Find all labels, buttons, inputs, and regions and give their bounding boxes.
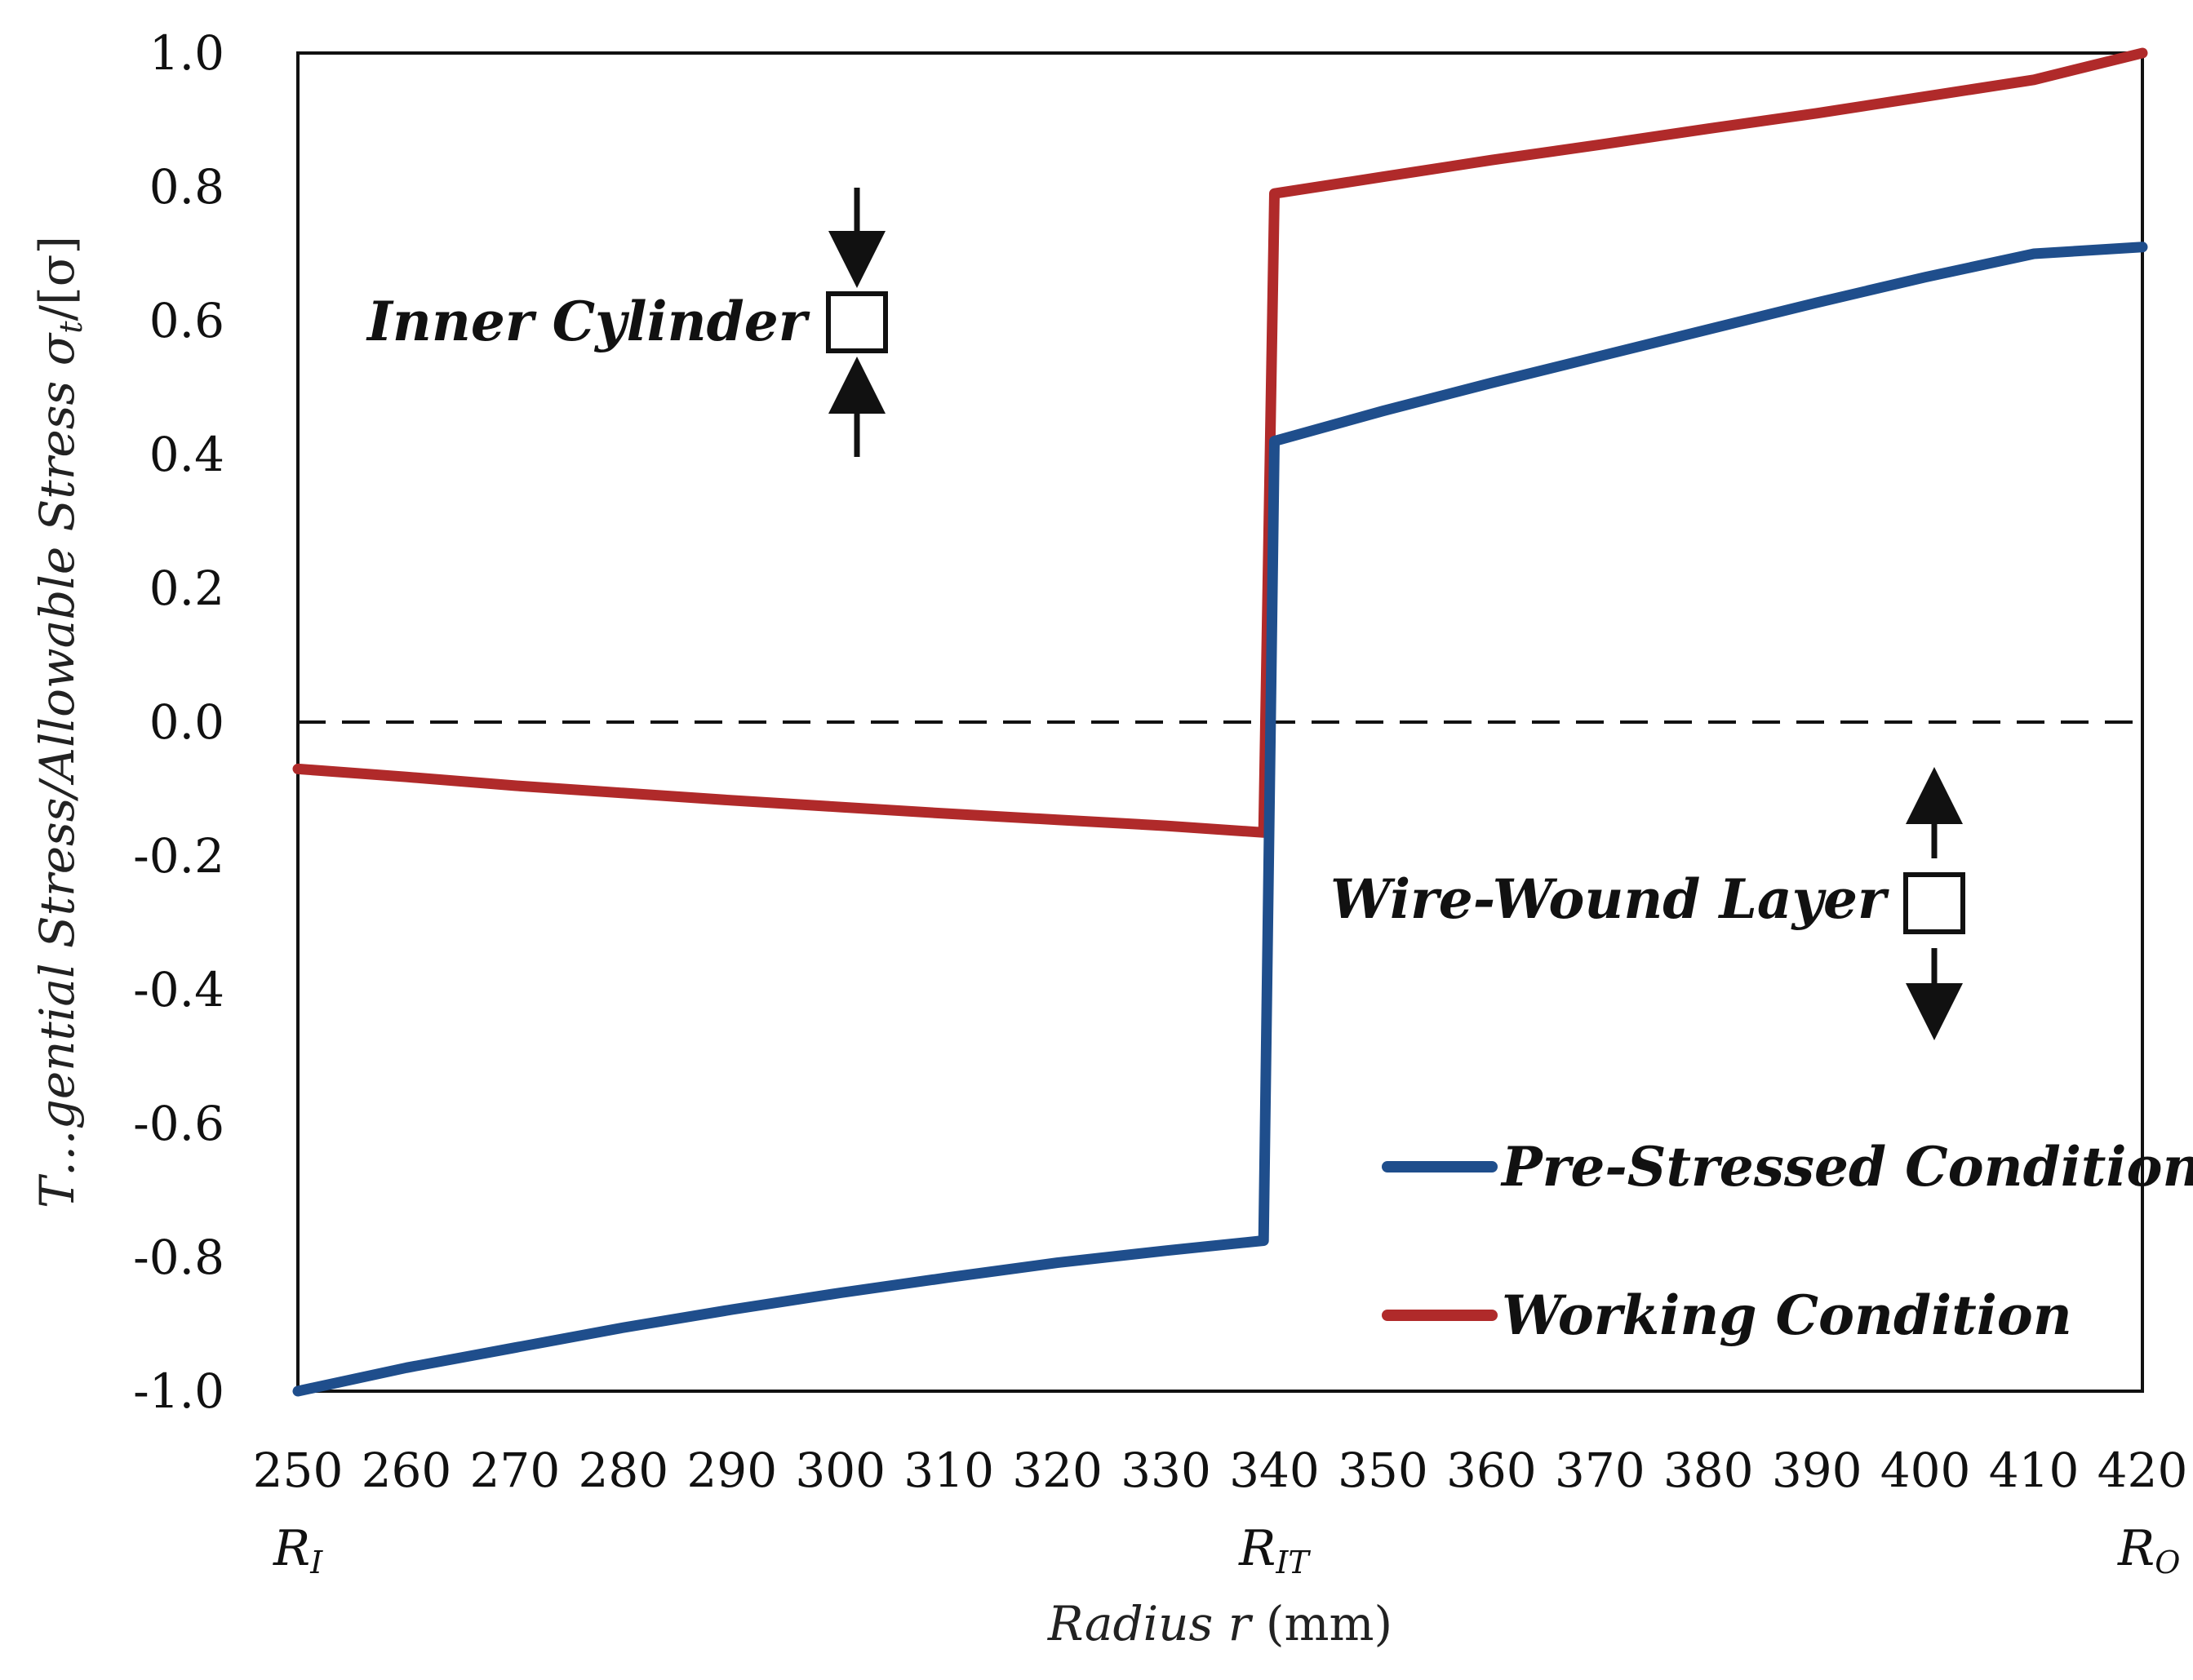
y-tick-label: 0.2 (149, 561, 224, 616)
x-tick-label: 290 (686, 1443, 777, 1498)
radius-marker-label: RO (2117, 1520, 2180, 1580)
x-tick-label: 400 (1880, 1443, 1971, 1498)
inner-cylinder-label: Inner Cylinder (366, 290, 810, 353)
legend: Pre-Stressed Condition Working Condition (1382, 1135, 2193, 1347)
radius-marker-label: RI (273, 1520, 323, 1580)
x-tick-label: 270 (470, 1443, 561, 1498)
y-tick-label: -0.8 (133, 1230, 224, 1285)
y-tick-label: 0.4 (149, 427, 224, 482)
x-tick-label: 320 (1012, 1443, 1103, 1498)
y-tick-label: 0.0 (149, 694, 224, 750)
compression-element-icon (826, 291, 888, 353)
inner-cylinder-annotation: Inner Cylinder (366, 188, 888, 457)
x-tick-label: 410 (1989, 1443, 2080, 1498)
y-axis-title: T…gential Stress/Allowable Stress σt/[σ] (29, 236, 89, 1208)
x-tick-label: 390 (1772, 1443, 1862, 1498)
tension-element-icon (1903, 872, 1965, 934)
wire-wound-annotation: Wire-Wound Layer (1330, 767, 1965, 1040)
x-tick-label: 310 (903, 1443, 994, 1498)
x-tick-label: 370 (1555, 1443, 1645, 1498)
y-tick-label: 0.6 (149, 293, 224, 348)
x-axis-tick-labels: 250 260 270 280 290 300 310 320 330 340 350 360 370 3… (253, 1443, 2188, 1498)
x-tick-label: 330 (1121, 1443, 1211, 1498)
series-line-working-condition (292, 47, 2148, 838)
x-tick-label: 350 (1338, 1443, 1428, 1498)
y-tick-label: -0.2 (133, 828, 224, 884)
y-axis-tick-labels: 1.0 0.8 0.6 0.4 0.2 0.0 -0.2 -0.4 -0.6 -0.8 -1.0 (133, 25, 224, 1419)
y-tick-label: 1.0 (149, 25, 224, 81)
series-lines (292, 47, 2148, 1397)
series-line-pre-stressed-condition (292, 242, 2148, 1397)
x-tick-label: 380 (1663, 1443, 1754, 1498)
x-tick-label: 300 (795, 1443, 886, 1498)
y-tick-label: 0.8 (149, 159, 224, 215)
wire-wound-label: Wire-Wound Layer (1330, 867, 1889, 931)
x-tick-label: 340 (1229, 1443, 1320, 1498)
x-tick-label: 360 (1446, 1443, 1537, 1498)
legend-label-pre-stressed: Pre-Stressed Condition (1500, 1135, 2193, 1199)
x-tick-label: 260 (362, 1443, 452, 1498)
legend-label-working: Working Condition (1502, 1283, 2072, 1347)
y-tick-label: -0.4 (133, 962, 224, 1017)
y-tick-label: -1.0 (133, 1363, 224, 1419)
y-tick-label: -0.6 (133, 1096, 224, 1151)
x-axis-title: Radius r (mm) (1047, 1596, 1392, 1651)
x-tick-label: 280 (578, 1443, 668, 1498)
radius-markers: RI RIT RO (273, 1520, 2180, 1580)
x-tick-label: 250 (253, 1443, 344, 1498)
radius-marker-label: RIT (1238, 1520, 1311, 1580)
x-tick-label: 420 (2098, 1443, 2188, 1498)
